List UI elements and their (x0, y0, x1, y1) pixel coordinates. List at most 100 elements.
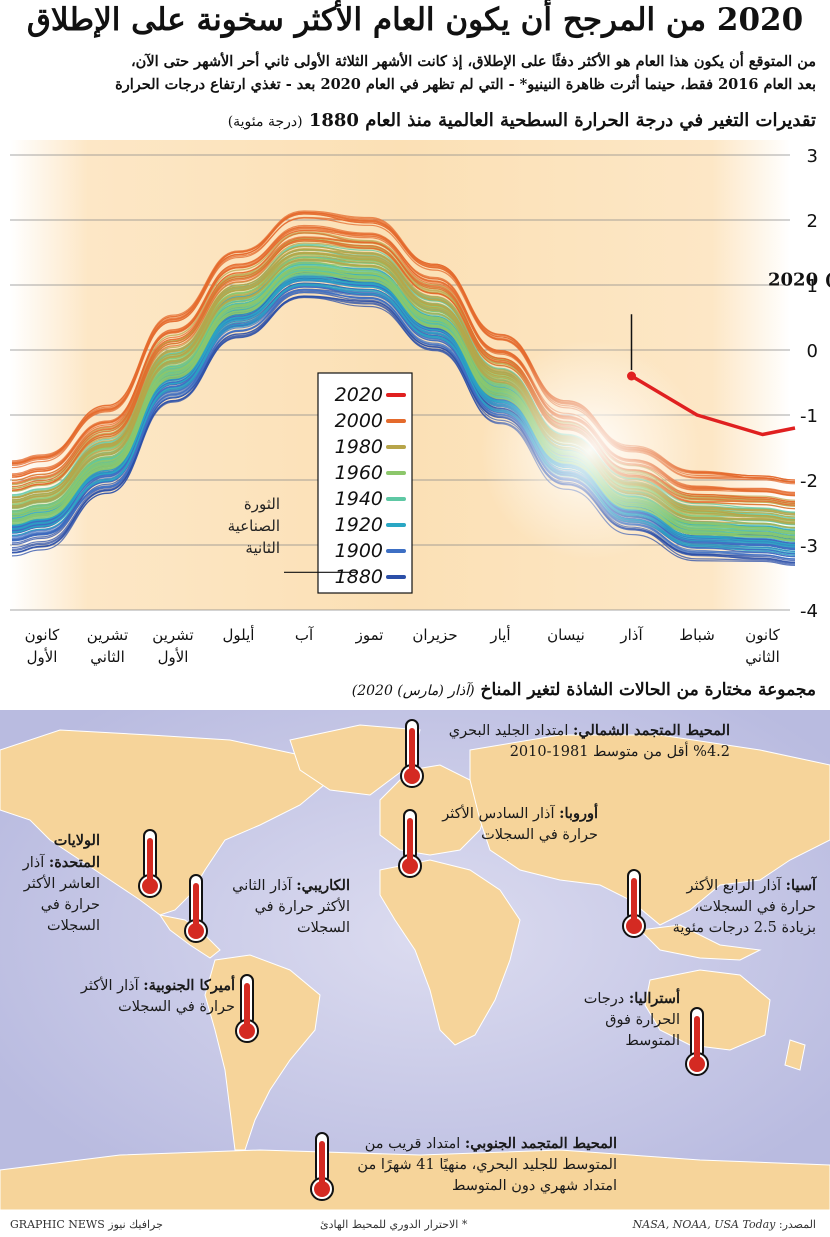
footer-source-label: المصدر: (778, 1218, 816, 1231)
annotation-usa-text: آذار العاشر الأكثر حرارة في السجلات (22, 855, 100, 934)
annotation-asia-title: آسيا: (785, 877, 816, 894)
legend-label: 1900 (335, 540, 383, 562)
legend-label: 1880 (335, 566, 383, 588)
annotation-arctic-text: امتداد الجليد البحري 4.2% أقل من متوسط 1… (448, 723, 730, 760)
annotation-australia-text: درجات الحرارة فوق المتوسط (583, 991, 680, 1049)
annotation-antarctic-title: المحيط المتجمد الجنوبي: (464, 1135, 617, 1152)
annotation-usa-title: الولايات المتحدة: (48, 832, 100, 871)
y-tick-label: 2 (807, 211, 818, 232)
series-line (11, 284, 796, 556)
land-greenland (289, 724, 421, 796)
subtitle-line-1: من المتوقع أن يكون هذا العام هو الأكثر د… (131, 53, 816, 70)
y-tick-label: -1 (800, 406, 818, 427)
thermometer-icon-asia (622, 869, 646, 938)
map-heading-unit: (آذار (مارس) 2020) (351, 683, 475, 699)
thermometer-icon-south_america (235, 974, 259, 1043)
thermometer-icon-australia (685, 1007, 709, 1076)
annotation-south-america: أميركا الجنوبية: آذار الأكثر حرارة في ال… (45, 975, 235, 1018)
footer-source-text: NASA, NOAA, USA Today (632, 1218, 776, 1231)
land-south-america (204, 954, 321, 1151)
chart-legend: 2020 2000 1980 1960 1940 1920 1900 1880 (317, 372, 413, 594)
annotation-asia: آسيا: آذار الرابع الأكثر حرارة في السجلا… (666, 875, 816, 939)
y-tick-label: -4 (800, 601, 818, 622)
footer: المصدر: NASA, NOAA, USA Today * الاحترار… (0, 1216, 830, 1236)
thermometers (138, 719, 709, 1201)
chart-heading-title: تقديرات التغير في درجة الحرارة السطحية ا… (308, 110, 816, 131)
map-heading: مجموعة مختارة من الحالات الشاذة لتغير ال… (10, 680, 816, 700)
y-axis: 3 2 1 0 -1 -2 -3 -4 (800, 146, 818, 622)
page-subtitle: من المتوقع أن يكون هذا العام هو الأكثر د… (10, 50, 816, 96)
legend-label: 2000 (335, 410, 383, 432)
x-axis: كانون الأول تشرين الثاني تشرين الأول أيلول آب تم… (25, 625, 781, 667)
x-tick-label: آذار (619, 626, 643, 644)
annotation-australia-title: أستراليا: (628, 990, 680, 1007)
annotation-arctic: المحيط المتجمد الشمالي: امتداد الجليد ال… (410, 720, 730, 763)
footer-note: * الاحترار الدوري للمحيط الهادئ (320, 1218, 468, 1231)
annotation-caribbean: الكاريبي: آذار الثاني الأكثر حرارة في ال… (205, 875, 350, 939)
world-map: المحيط المتجمد الشمالي: امتداد الجليد ال… (0, 710, 830, 1210)
x-tick-label: كانون الأول (25, 626, 61, 666)
industrial-revolution-label: الثورة (244, 495, 280, 513)
thermometer-icon-usa (138, 829, 162, 898)
sun-glow (480, 340, 700, 560)
annotation-antarctic: المحيط المتجمد الجنوبي: امتداد قريب من ا… (347, 1133, 617, 1197)
subtitle-line-2: بعد العام 2016 فقط، حينما أثرت ظاهرة الن… (115, 76, 816, 93)
x-tick-label: آب (295, 626, 314, 644)
thermometer-icon-europe (398, 809, 422, 878)
annotation-usa: الولايات المتحدة: آذار العاشر الأكثر حرا… (0, 830, 100, 937)
legend-box (317, 372, 413, 594)
series-2020 (627, 371, 796, 437)
y-tick-label: -2 (800, 471, 818, 492)
x-tick-label: تشرين الثاني (87, 626, 128, 667)
land-australia (644, 969, 771, 1051)
y-tick-label: 3 (807, 146, 818, 167)
page-title: 2020 من المرجح أن يكون العام الأكثر سخون… (26, 2, 804, 38)
thermometer-icon-caribbean (184, 874, 208, 943)
annotation-south-america-text: آذار الأكثر حرارة في السجلات (80, 978, 235, 1015)
series-line-2020 (630, 374, 796, 437)
annotation-europe-text: آذار السادس الأكثر حرارة في السجلات (442, 806, 598, 843)
thermometer-icon-arctic (400, 719, 424, 788)
industrial-revolution-label: الصناعية (228, 517, 280, 535)
chart-heading-unit: (درجة مئوية) (227, 114, 303, 130)
x-tick-label: كانون الثاني (745, 626, 781, 667)
annotation-caribbean-title: الكاريبي: (296, 877, 350, 894)
footer-credit: GRAPHIC NEWS جرافيك نيوز (10, 1218, 163, 1231)
annotation-australia: أستراليا: درجات الحرارة فوق المتوسط (560, 988, 680, 1052)
y-tick-label: 0 (807, 341, 818, 362)
y-tick-label: -3 (800, 536, 818, 557)
x-tick-label: أيلول (223, 625, 255, 644)
land-new-zealand (784, 1039, 806, 1071)
legend-label: 2020 (335, 384, 383, 406)
annotation-europe: أوروبا: آذار السادس الأكثر حرارة في السج… (428, 803, 598, 846)
land-southeast-asia (638, 924, 762, 961)
chart-heading: تقديرات التغير في درجة الحرارة السطحية ا… (10, 110, 816, 131)
series-line (11, 284, 796, 554)
x-tick-label: حزيران (412, 626, 457, 644)
y-tick-label: 1 (807, 276, 818, 297)
march-2020-point (627, 371, 636, 381)
legend-label: 1960 (335, 462, 383, 484)
footer-source: المصدر: NASA, NOAA, USA Today (633, 1218, 816, 1231)
x-tick-label: أيار (489, 625, 510, 644)
series-line (11, 296, 796, 566)
annotation-arctic-title: المحيط المتجمد الشمالي: (572, 722, 730, 739)
x-tick-label: نيسان (547, 626, 585, 644)
land-antarctica (0, 1149, 830, 1210)
legend-label: 1920 (335, 514, 383, 536)
land-asia (469, 734, 830, 926)
legend-label: 1940 (335, 488, 383, 510)
annotation-antarctic-text: امتداد قريب من المتوسط للجليد البحري، من… (357, 1136, 617, 1194)
series-line (11, 289, 796, 556)
industrial-revolution-label: الثانية (245, 539, 280, 557)
chart-annotations: آذار (مارس) 2020 الثورة الصناعية الثانية (228, 268, 830, 573)
x-tick-label: شباط (679, 626, 715, 644)
map-heading-title: مجموعة مختارة من الحالات الشاذة لتغير ال… (480, 680, 816, 700)
thermometer-icon-antarctic (310, 1132, 334, 1201)
legend-label: 1980 (335, 436, 383, 458)
march-2020-label: آذار (مارس) 2020 (768, 268, 830, 291)
annotation-south-america-title: أميركا الجنوبية: (143, 977, 235, 994)
x-tick-label: تموز (355, 626, 384, 644)
x-tick-label: تشرين الأول (152, 626, 193, 666)
temperature-chart: 3 2 1 0 -1 -2 -3 -4 كانون الأول تشرين الثاني تشرين ا… (10, 140, 830, 667)
